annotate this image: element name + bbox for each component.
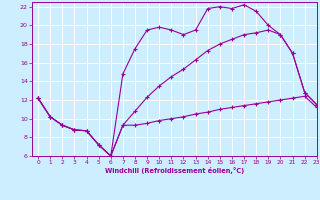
X-axis label: Windchill (Refroidissement éolien,°C): Windchill (Refroidissement éolien,°C): [105, 167, 244, 174]
